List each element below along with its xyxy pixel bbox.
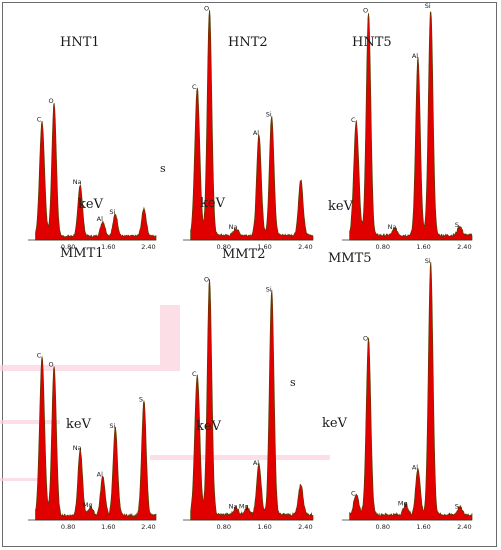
peak-label: S bbox=[455, 221, 459, 229]
peak-label: C bbox=[37, 115, 42, 123]
stray-label: s bbox=[160, 162, 166, 175]
panel-title: HNT2 bbox=[228, 35, 268, 50]
x-tick-label: 2.40 bbox=[298, 523, 312, 531]
scan-artifact-band bbox=[0, 420, 60, 424]
x-axis-label: keV bbox=[200, 196, 226, 211]
panel-title: MMT2 bbox=[222, 247, 266, 262]
scan-artifact-band bbox=[160, 305, 180, 365]
peak-label: O bbox=[204, 5, 209, 13]
peak-label: Al bbox=[253, 459, 259, 467]
x-tick-label: 1.60 bbox=[416, 243, 430, 251]
spectrum-series bbox=[190, 9, 314, 241]
peak-label: Al bbox=[97, 215, 103, 223]
peak-label: Na bbox=[229, 502, 238, 510]
eds-panel: 0.80 1.60 2.40 C O Na Al Si HNT1 keV s bbox=[28, 35, 166, 251]
peak-label: Si bbox=[425, 2, 431, 10]
peak-label: Na bbox=[73, 444, 82, 452]
peak-label: S bbox=[139, 396, 143, 404]
x-tick-label: 2.40 bbox=[457, 523, 471, 531]
peak-label: Mg bbox=[83, 501, 93, 509]
peak-label: Mg bbox=[239, 502, 249, 510]
peak-label: S bbox=[455, 502, 459, 510]
peak-label: Na bbox=[388, 223, 397, 231]
peak-label: C bbox=[192, 370, 197, 378]
spectrum-series bbox=[349, 11, 473, 241]
x-tick-label: 0.80 bbox=[217, 243, 231, 251]
eds-panel: 0.80 1.60 2.40 CO Na Mg Al Si S MMT1 keV bbox=[28, 246, 157, 531]
peak-label: Na bbox=[229, 223, 238, 231]
stray-label: s bbox=[290, 376, 296, 389]
scan-artifact-band bbox=[0, 478, 40, 481]
x-tick-label: 1.60 bbox=[416, 523, 430, 531]
spectrum-series bbox=[349, 261, 473, 521]
x-axis-label: keV bbox=[328, 199, 354, 214]
x-tick-label: 0.80 bbox=[217, 523, 231, 531]
peak-label: Si bbox=[109, 422, 115, 430]
peak-label: Mg bbox=[398, 500, 408, 508]
spectrum-series bbox=[190, 279, 314, 521]
panel-title: HNT1 bbox=[60, 35, 100, 50]
x-tick-label: 0.80 bbox=[61, 243, 75, 251]
eds-panel: 0.80 1.60 2.40 C O Na Mg Al Si MMT2 keV s bbox=[183, 247, 314, 531]
peak-label: Na bbox=[73, 178, 82, 186]
peak-label: Si bbox=[266, 286, 272, 294]
eds-panel: 0.80 1.60 2.40 C O Na Al Si HNT2 keV bbox=[183, 5, 314, 251]
x-axis-label: keV bbox=[322, 416, 348, 431]
peak-label: C bbox=[37, 352, 42, 360]
peak-label: C bbox=[351, 116, 356, 124]
x-axis-label: keV bbox=[196, 419, 222, 434]
peak-label: Si bbox=[109, 208, 115, 216]
peak-label: Si bbox=[425, 257, 431, 265]
peak-label: Al bbox=[253, 129, 259, 137]
x-tick-label: 2.40 bbox=[298, 243, 312, 251]
peak-label: C bbox=[192, 83, 197, 91]
x-axis-label: keV bbox=[66, 417, 92, 432]
figure-frame bbox=[2, 2, 497, 547]
peak-label: O bbox=[363, 7, 368, 15]
peak-label: Al bbox=[412, 52, 418, 60]
x-tick-label: 1.60 bbox=[257, 523, 271, 531]
x-tick-label: 0.80 bbox=[376, 243, 390, 251]
x-tick-label: 1.60 bbox=[257, 243, 271, 251]
panel-title: MMT1 bbox=[60, 246, 104, 261]
peak-label: O bbox=[363, 335, 368, 343]
panel-title: HNT5 bbox=[352, 35, 392, 50]
peak-label: Al bbox=[412, 464, 418, 472]
peak-label: O bbox=[49, 360, 54, 368]
x-tick-label: 0.80 bbox=[61, 523, 75, 531]
panel-footer-label: MMT5 bbox=[328, 251, 372, 266]
peak-label: O bbox=[204, 275, 209, 283]
scan-artifact-band bbox=[0, 365, 180, 371]
spectrum-series bbox=[35, 356, 157, 521]
eds-panel: 0.80 1.60 2.40 C O Na Al Si S HNT5 keV MMT5 bbox=[328, 2, 473, 266]
x-tick-label: 2.40 bbox=[141, 523, 155, 531]
x-tick-label: 0.80 bbox=[376, 523, 390, 531]
x-tick-label: 2.40 bbox=[141, 243, 155, 251]
peak-label: O bbox=[49, 97, 54, 105]
peak-label: Si bbox=[266, 110, 272, 118]
x-tick-label: 1.60 bbox=[101, 523, 115, 531]
spectrum-series bbox=[35, 102, 157, 241]
x-tick-label: 1.60 bbox=[101, 243, 115, 251]
peak-label: Al bbox=[97, 470, 103, 478]
x-axis-label: keV bbox=[78, 197, 104, 212]
peak-label: C bbox=[351, 489, 356, 497]
scan-artifact-band bbox=[150, 455, 330, 460]
x-tick-label: 2.40 bbox=[457, 243, 471, 251]
